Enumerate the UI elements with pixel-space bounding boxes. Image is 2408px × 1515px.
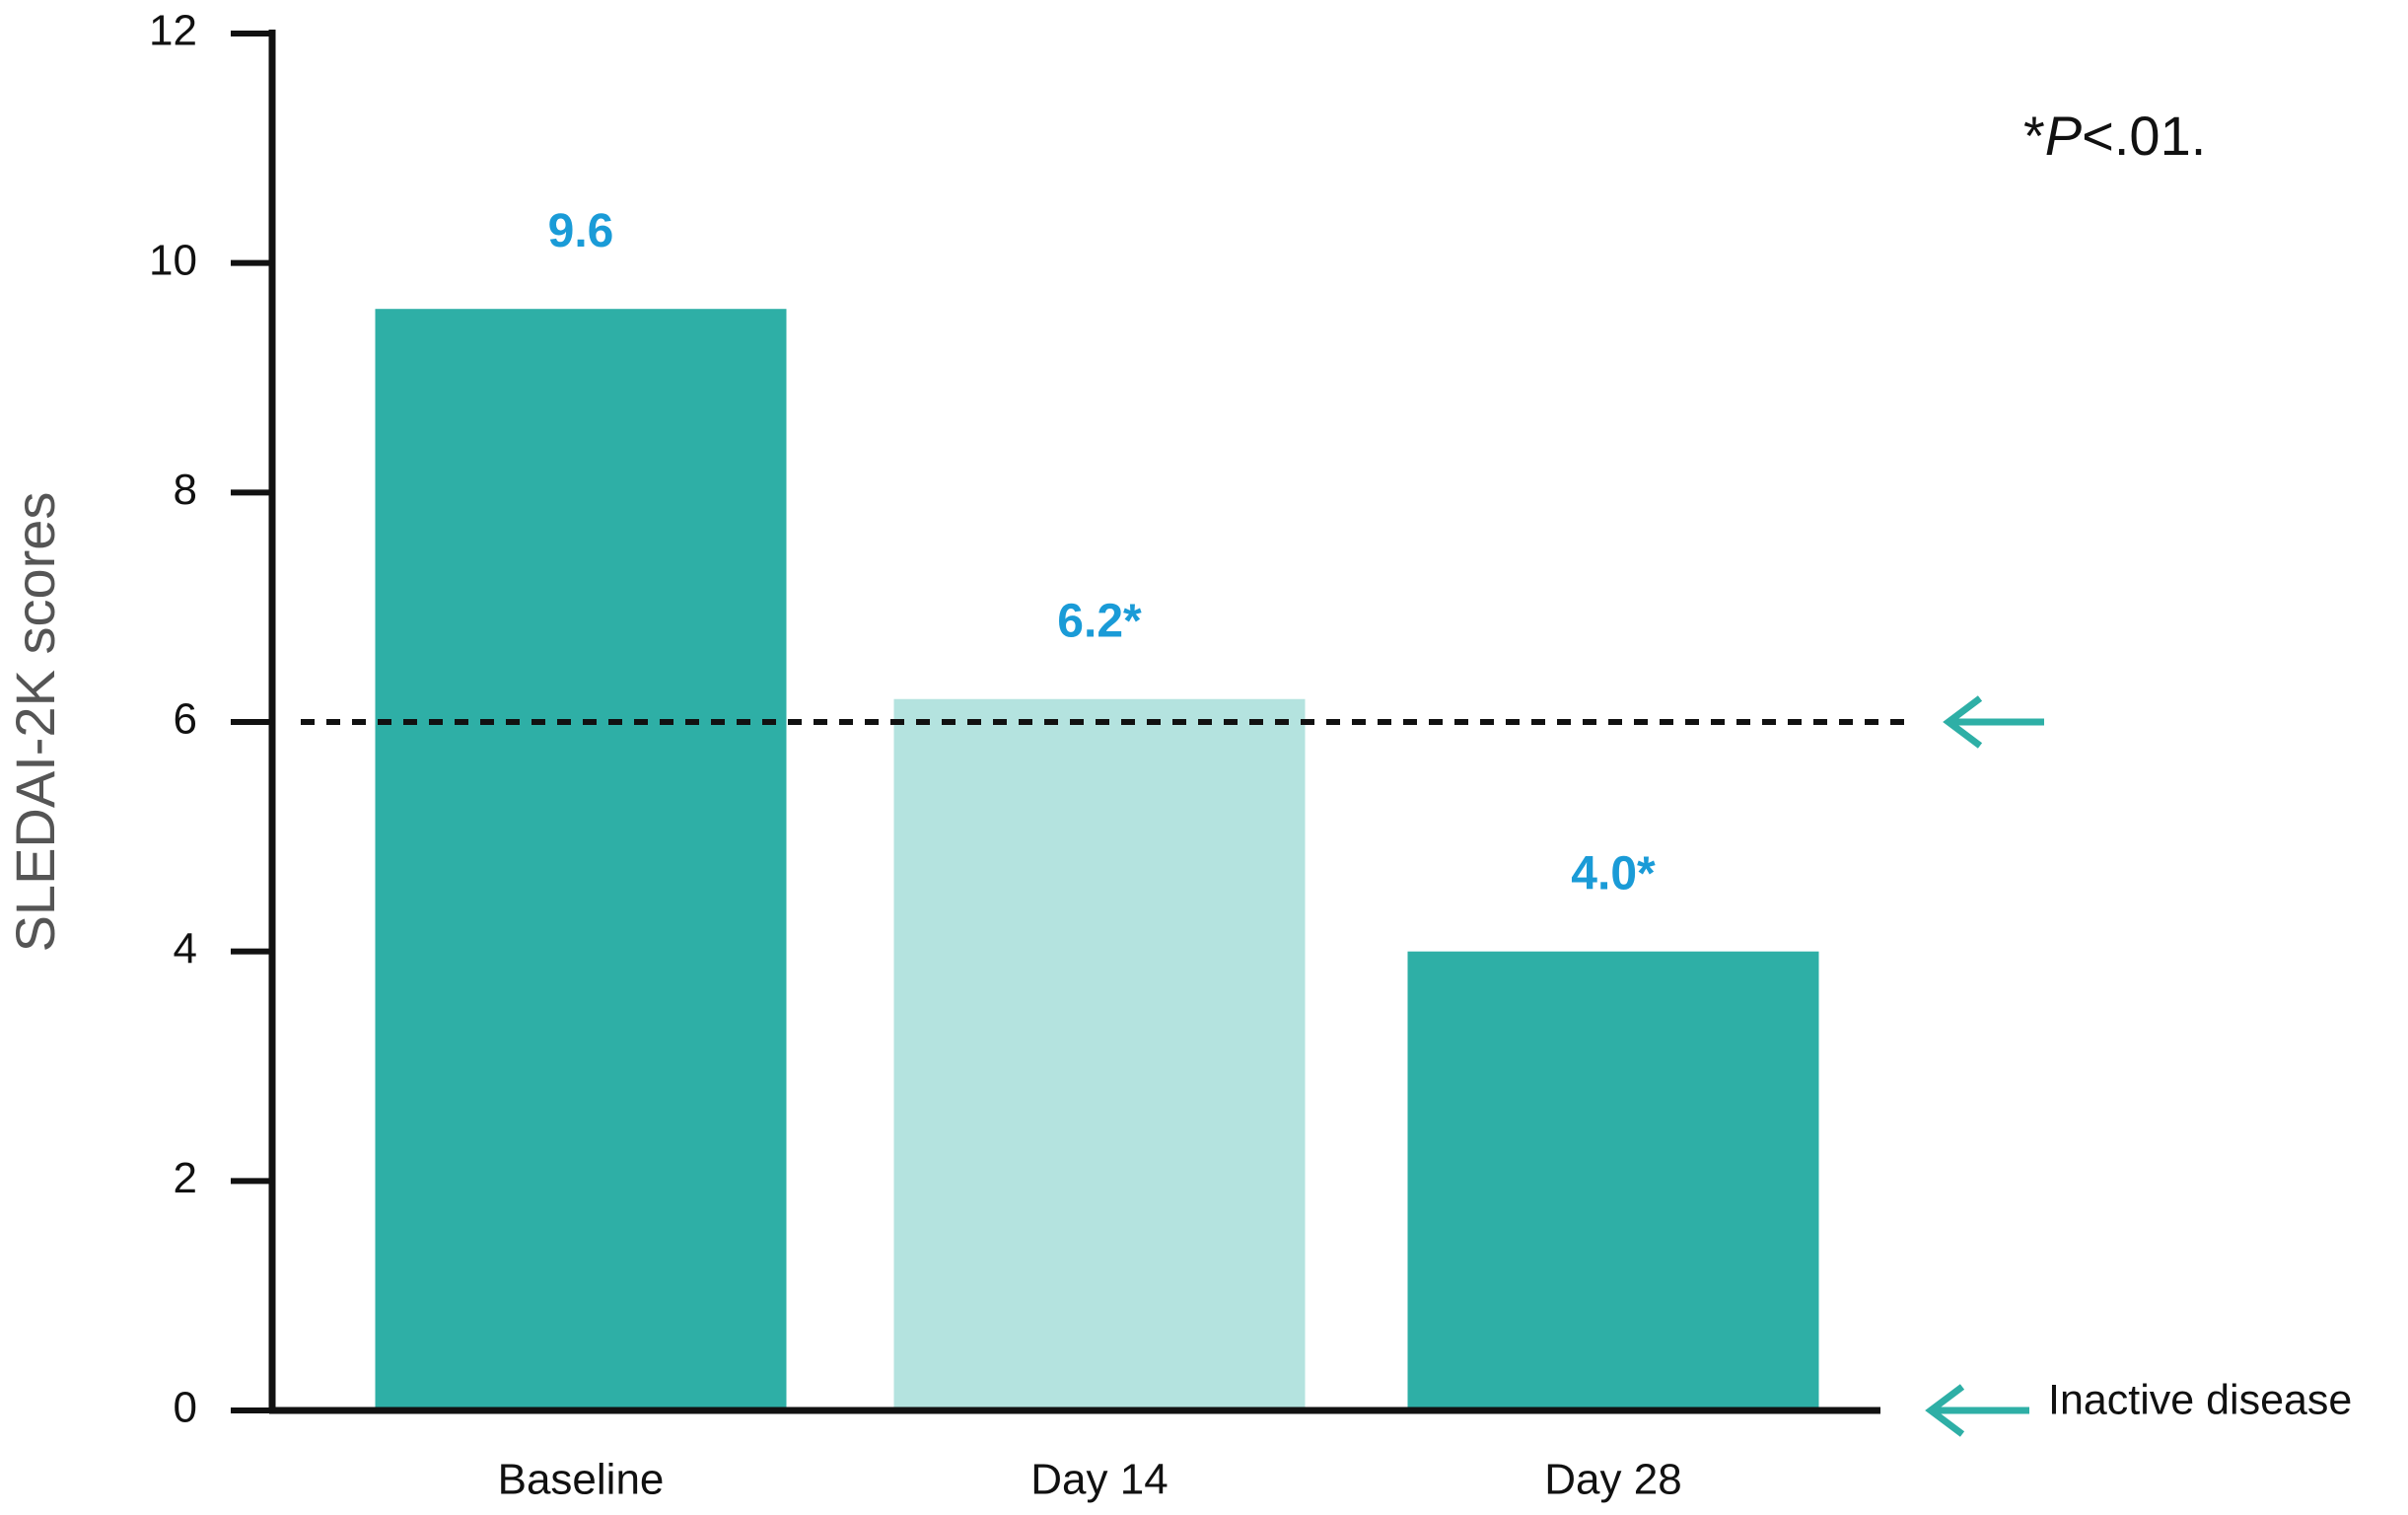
zero-arrow-head [1925, 1384, 1965, 1437]
y-tick-label: 12 [149, 7, 197, 55]
bar [1407, 951, 1819, 1410]
data-label: 9.6 [548, 205, 614, 257]
bar [893, 698, 1306, 1410]
y-tick-label: 8 [174, 466, 197, 514]
y-tick-label: 2 [174, 1154, 197, 1202]
y-axis-label: SLEDAI-2K scores [4, 492, 66, 953]
zero-note: Inactive disease [2048, 1376, 2352, 1423]
y-tick-label: 0 [174, 1384, 197, 1432]
annotation: *P<.01. [2023, 105, 2206, 167]
y-tick-label: 6 [174, 695, 197, 744]
x-tick-label: Day 14 [1030, 1456, 1168, 1504]
bar [375, 309, 787, 1411]
data-label: 4.0* [1571, 847, 1656, 900]
y-tick-label: 10 [149, 236, 197, 284]
data-label: 6.2* [1057, 595, 1142, 647]
x-tick-label: Day 28 [1544, 1456, 1681, 1504]
y-tick-label: 4 [174, 924, 197, 973]
threshold-arrow-head [1943, 695, 1983, 749]
x-tick-label: Baseline [498, 1456, 665, 1504]
